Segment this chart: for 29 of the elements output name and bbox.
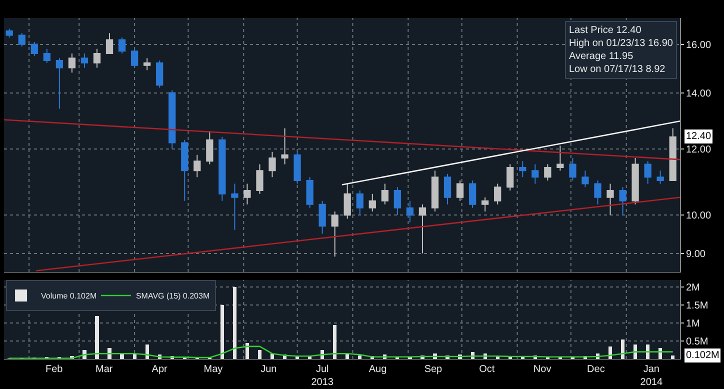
y-tick-label: 10.00 [686,210,712,222]
y-tick-label: 2M [686,282,700,294]
annotation: Last Price 12.40 [569,25,642,36]
y-tick-label: 14.00 [686,88,712,100]
x-tick-label: Jan 2014 [640,364,663,388]
x-tick-label: Aug [368,364,387,375]
annotation: Average 11.95 [569,51,634,62]
x-tick-label: Dec [587,364,605,375]
x-tick-label: Mar [96,364,114,375]
y-tick-label: 12.00 [686,144,712,156]
x-tick-label: Oct [479,364,495,375]
legend-label: SMAVG (15) 0.203M [136,292,210,301]
y-tick-label: 1M [686,318,700,330]
annotation: High on 01/23/13 16.90 [569,38,674,49]
annotation: Low on 07/17/13 8.92 [569,64,666,75]
x-tick-label: Sep [424,364,443,375]
y-tick-label: 0.5M [686,336,708,348]
x-tick-label: Apr [152,364,168,375]
x-tick-label: Jul 2013 [311,364,334,388]
x-tick-label: May [204,364,223,375]
x-tick-label: Jun [260,364,277,375]
x-tick-label: Nov [533,364,552,375]
x-tick-label: Feb [45,364,64,375]
text: 12.40 [686,131,712,142]
text: 0.102M [686,350,720,361]
y-tick-label: 9.00 [686,248,706,260]
y-tick-label: 16.00 [686,40,712,51]
legend-label: Volume 0.102M [41,292,97,301]
y-tick-label: 1.5M [686,300,708,312]
